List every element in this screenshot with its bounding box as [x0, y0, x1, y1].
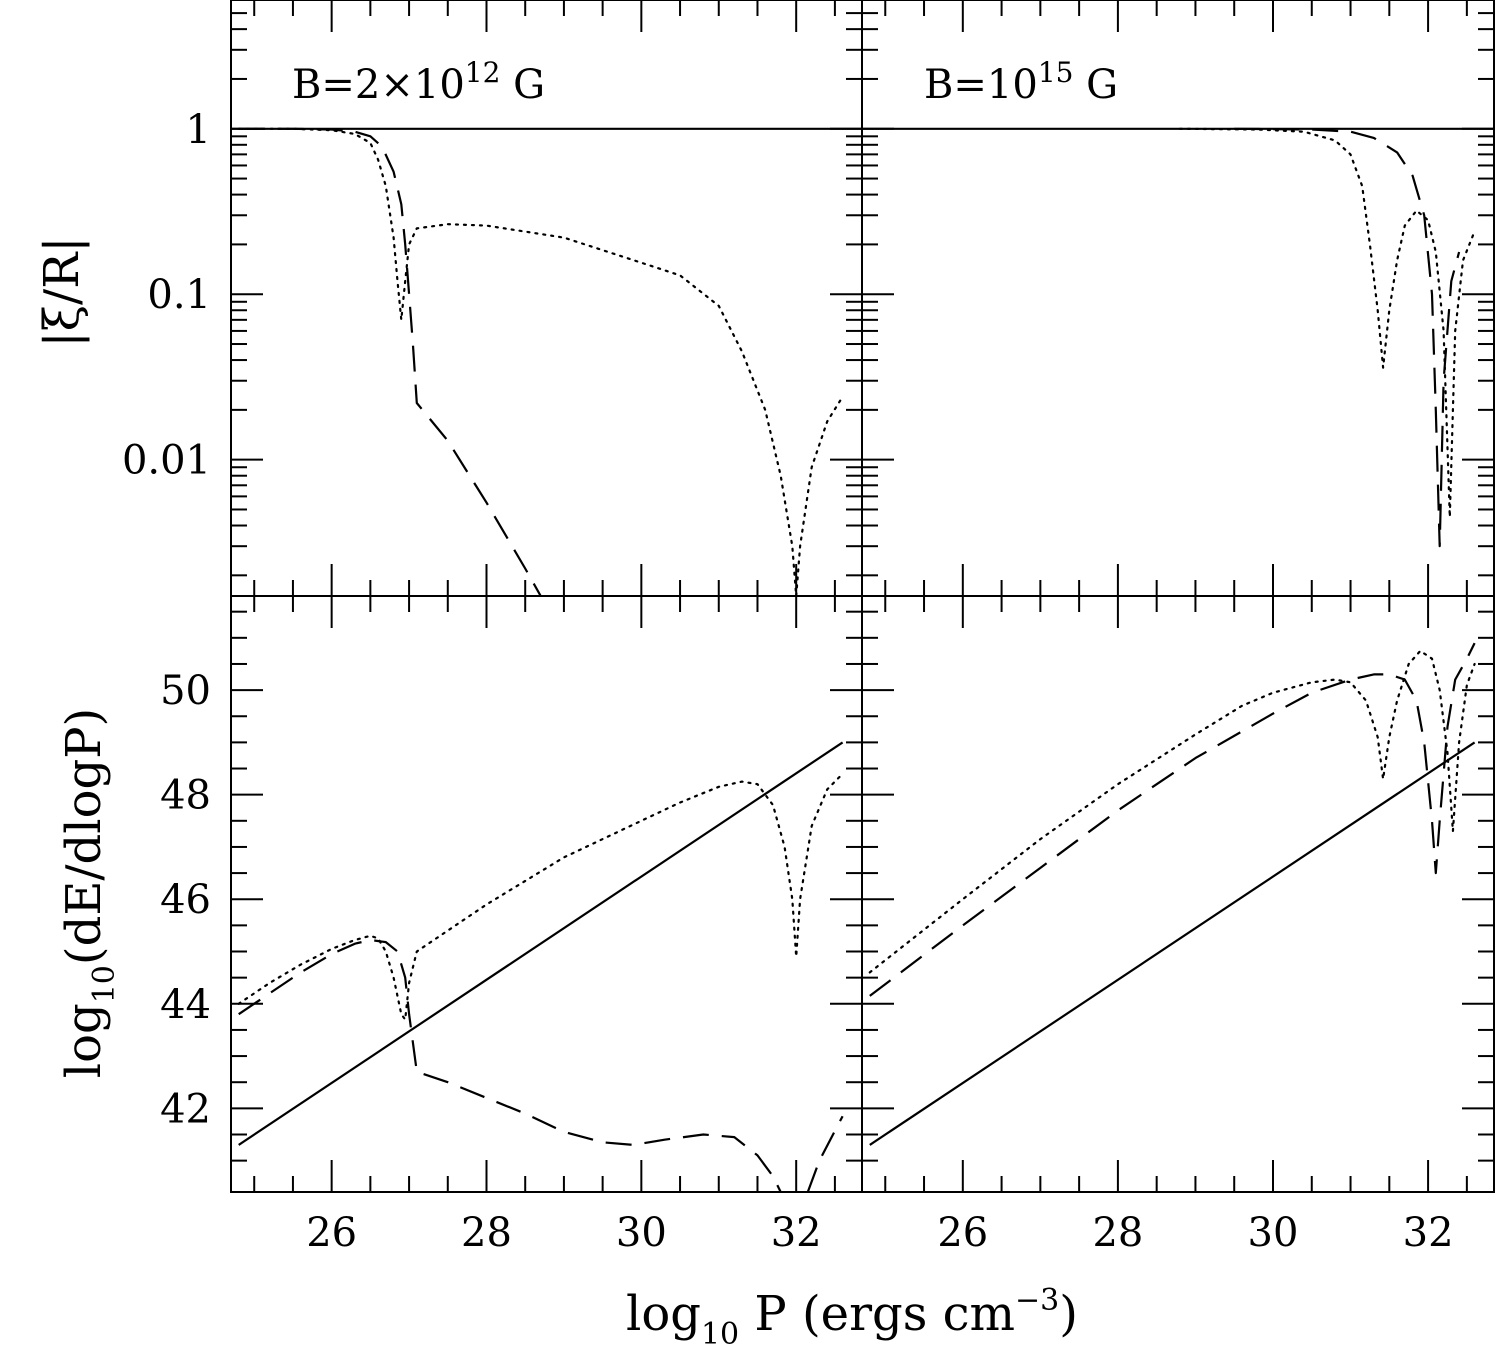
y-tick-label: 1	[186, 107, 211, 153]
x-axis-title-end: )	[1059, 1286, 1078, 1342]
x-tick-label: 28	[1092, 1210, 1143, 1256]
y-tick-label: 0.01	[122, 438, 211, 484]
panel-annotation-left-end: G	[500, 62, 545, 108]
frame-bottom-left	[230, 595, 863, 1193]
y-tick-label: 42	[160, 1086, 211, 1132]
curves-top-left	[231, 127, 862, 596]
y-tick-label: 44	[160, 982, 211, 1028]
panel-bottom-left	[230, 595, 863, 1193]
series-solid-line	[238, 741, 844, 1146]
series-solid-line	[869, 741, 1476, 1146]
x-axis-title-rest: P (ergs cm	[739, 1286, 1015, 1342]
series-dashed-line	[869, 642, 1476, 997]
y-tick-label: 48	[160, 773, 211, 819]
x-tick-label: 28	[461, 1210, 512, 1256]
y-axis-title-sub: 10	[87, 965, 122, 1003]
chart-layer: 26 28 30 32 42 44 46 48 50 26 28 30 32 1 0.1 0.01	[122, 0, 1495, 1256]
x-axis-title: log10 P (ergs cm−3)	[626, 1283, 1078, 1348]
y-axis-title-rest: (dE/dlogP)	[56, 708, 112, 965]
x-tick-label: 32	[1403, 1210, 1454, 1256]
panel-annotation-right-end: G	[1073, 62, 1118, 108]
x-axis-title-sup: −3	[1015, 1283, 1059, 1318]
frame-bottom-right	[861, 595, 1495, 1193]
x-axis-title-main: log	[626, 1286, 701, 1342]
series-dotted-line	[868, 649, 1476, 974]
panel-annotation-left: B=2×1012 G	[292, 56, 545, 108]
panel-bottom-right	[861, 595, 1495, 1193]
panel-annotation-right: B=1015 G	[924, 56, 1118, 108]
curves-top-right	[862, 127, 1494, 548]
y-axis-title-bottom: log10(dE/dlogP)	[56, 708, 122, 1079]
x-tick-label: 26	[937, 1210, 988, 1256]
x-tick-label: 32	[771, 1210, 822, 1256]
series-dashed-line	[238, 938, 782, 1192]
panel-annotation-right-sup: 15	[1038, 56, 1074, 89]
x-tick-label: 26	[306, 1210, 357, 1256]
curves-bottom-left	[237, 741, 844, 1192]
panel-annotation-right-main: B=10	[924, 62, 1038, 108]
series-dashed-line	[238, 127, 542, 596]
curves-bottom-right	[868, 642, 1476, 1146]
panel-annotation-left-sup: 12	[465, 56, 501, 89]
y-axis-title-main: log	[56, 1003, 112, 1078]
y-tick-label: 0.1	[147, 272, 211, 318]
series-dashed-line	[806, 1115, 844, 1192]
x-tick-label: 30	[616, 1210, 667, 1256]
panel-annotation-left-main: B=2×10	[292, 62, 465, 108]
y-axis-title-top: |ξ/R|	[34, 236, 90, 347]
y-tick-label: 50	[160, 668, 211, 714]
y-tick-label: 46	[160, 877, 211, 923]
series-dotted-line	[1178, 127, 1476, 519]
series-dotted-line	[237, 772, 844, 1021]
series-dotted-line	[237, 127, 844, 596]
x-tick-label: 30	[1248, 1210, 1299, 1256]
series-dashed-line	[1234, 127, 1461, 548]
svg-text:log10(dE/dlogP): log10(dE/dlogP)	[56, 708, 122, 1079]
svg-text:|ξ/R|: |ξ/R|	[34, 236, 90, 347]
x-axis-title-sub: 10	[701, 1317, 739, 1348]
